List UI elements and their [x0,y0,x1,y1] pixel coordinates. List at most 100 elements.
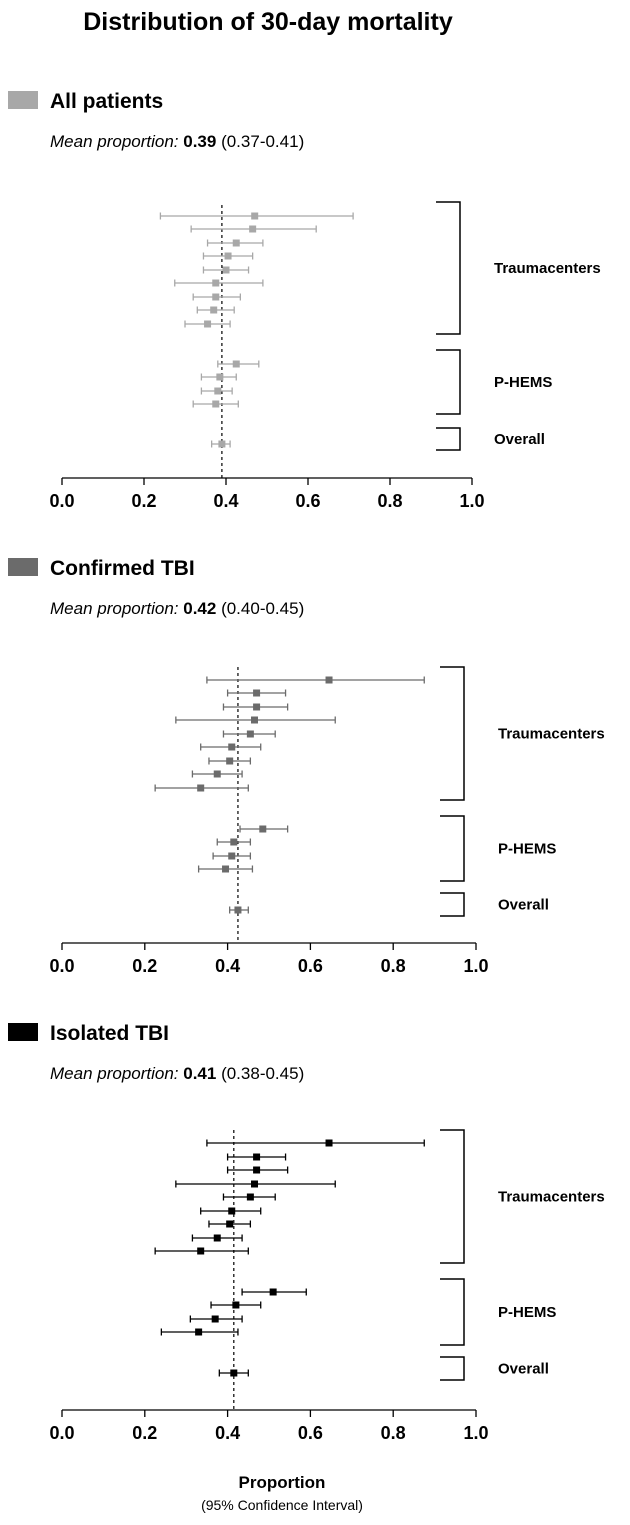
point-estimate [197,1247,205,1255]
point-estimate [251,1180,259,1188]
point-estimate [211,1315,219,1323]
point-estimate [214,387,222,395]
x-tick-label: 0.4 [215,1423,240,1443]
legend-swatch [8,91,38,109]
x-tick-label: 1.0 [463,956,488,976]
x-tick-label: 0.2 [132,1423,157,1443]
panel-label: Confirmed TBI [50,557,195,580]
point-estimate [222,865,230,873]
group-label-traumacenters: Traumacenters [498,726,605,743]
group-bracket [440,892,465,917]
x-tick-label: 0.6 [295,491,320,511]
x-tick-label: 0.8 [377,491,402,511]
mean-proportion: Mean proportion: 0.39 (0.37-0.41) [50,132,304,151]
x-tick-label: 0.0 [49,956,74,976]
x-axis-sublabel: (95% Confidence Interval) [201,1497,363,1513]
x-tick-label: 0.4 [215,956,240,976]
group-bracket [440,666,465,801]
point-estimate [249,225,257,233]
point-estimate [226,757,234,765]
group-label-traumacenters: Traumacenters [494,260,601,277]
group-bracket [440,815,465,882]
mean-proportion-value: 0.41 [183,1064,216,1083]
point-estimate [212,293,220,301]
point-estimate [212,400,220,408]
point-estimate [246,1193,254,1201]
point-estimate [259,825,267,833]
point-estimate [269,1288,277,1296]
point-estimate [216,373,224,381]
mean-proportion-value: 0.42 [183,599,216,618]
point-estimate [251,212,259,220]
x-tick-label: 0.8 [381,1423,406,1443]
group-label-p-hems: P-HEMS [494,374,552,391]
point-estimate [251,716,259,724]
group-label-p-hems: P-HEMS [498,841,556,858]
point-estimate [232,360,240,368]
mean-proportion-ci: (0.40-0.45) [216,599,304,618]
point-estimate [213,1234,221,1242]
x-tick-label: 0.2 [132,956,157,976]
point-estimate [325,676,333,684]
mean-proportion: Mean proportion: 0.42 (0.40-0.45) [50,599,304,618]
group-bracket [440,1129,465,1264]
point-estimate [204,320,212,328]
point-estimate [325,1139,333,1147]
x-tick-label: 1.0 [459,491,484,511]
point-estimate [212,279,220,287]
group-bracket [440,1278,465,1346]
panel-confirmed-tbi: Confirmed TBI Mean proportion: 0.42 (0.40… [8,557,605,976]
chart-title: Distribution of 30-day mortality [83,8,453,36]
point-estimate [246,730,254,738]
point-estimate [228,1207,236,1215]
group-bracket [436,349,461,415]
point-estimate [253,703,261,711]
x-tick-label: 1.0 [463,1423,488,1443]
x-tick-label: 0.0 [49,491,74,511]
legend-swatch [8,1023,38,1041]
point-estimate [224,252,232,260]
group-bracket [436,427,461,451]
x-tick-label: 0.0 [49,1423,74,1443]
mean-proportion-value: 0.39 [183,132,216,151]
point-estimate [253,689,261,697]
x-axis-label: Proportion [239,1473,326,1492]
point-estimate [230,1369,238,1377]
mean-proportion-label: Mean proportion: [50,1064,183,1083]
panels: All patients Mean proportion: 0.39 (0.37-… [8,90,605,1443]
point-estimate [228,852,236,860]
mean-proportion-ci: (0.38-0.45) [216,1064,304,1083]
group-label-overall: Overall [498,897,549,914]
point-estimate [232,1301,240,1309]
panel-label: All patients [50,90,163,113]
group-bracket [440,1356,465,1381]
group-label-overall: Overall [494,431,545,448]
point-estimate [253,1153,261,1161]
group-label-overall: Overall [498,1361,549,1378]
point-estimate [210,306,218,314]
x-tick-label: 0.8 [381,956,406,976]
mean-proportion-ci: (0.37-0.41) [216,132,304,151]
point-estimate [253,1166,261,1174]
point-estimate [234,906,242,914]
point-estimate [197,784,205,792]
mean-proportion-label: Mean proportion: [50,599,183,618]
panel-all-patients: All patients Mean proportion: 0.39 (0.37-… [8,90,601,511]
x-tick-label: 0.4 [213,491,238,511]
point-estimate [228,743,236,751]
group-bracket [436,201,461,335]
panel-isolated-tbi: Isolated TBI Mean proportion: 0.41 (0.38-… [8,1022,605,1443]
point-estimate [232,239,240,247]
group-label-p-hems: P-HEMS [498,1304,556,1321]
point-estimate [230,838,238,846]
mean-proportion: Mean proportion: 0.41 (0.38-0.45) [50,1064,304,1083]
point-estimate [218,440,226,448]
panel-label: Isolated TBI [50,1022,169,1045]
x-tick-label: 0.2 [131,491,156,511]
x-tick-label: 0.6 [298,1423,323,1443]
point-estimate [226,1220,234,1228]
legend-swatch [8,558,38,576]
point-estimate [222,266,230,274]
mean-proportion-label: Mean proportion: [50,132,183,151]
